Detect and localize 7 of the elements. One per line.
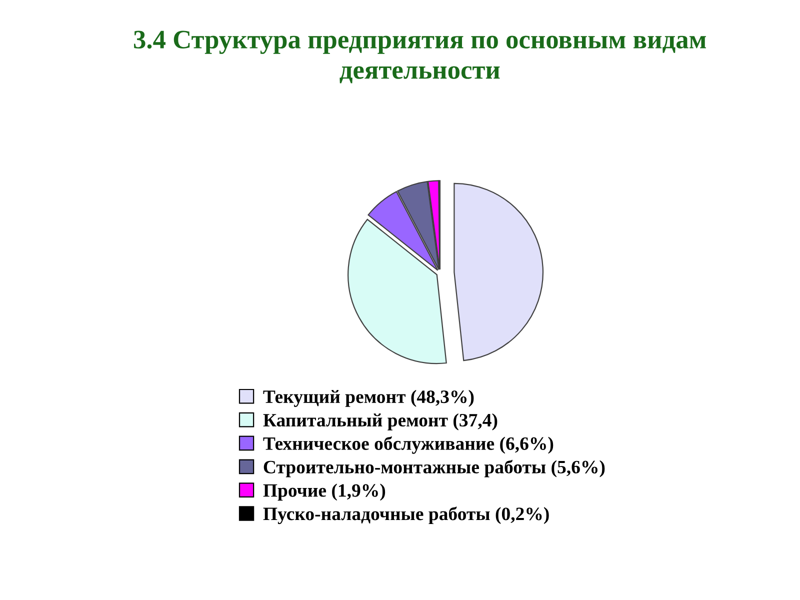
legend-label: Прочие (1,9%) bbox=[263, 484, 386, 501]
legend-label: Техническое обслуживание (6,6%) bbox=[263, 436, 554, 454]
legend-label: Строительно-монтажные работы (5,6%) bbox=[264, 460, 605, 478]
legend-label: Капитальный ремонт (37,4) bbox=[263, 413, 498, 430]
legend-label: Пуско-наладочные работы (0,2%) bbox=[263, 506, 549, 524]
chart-title: 3.4 Структура предприятия по основным видам деятельности bbox=[134, 30, 706, 84]
legend-label: Текущий ремонт (48,3%) bbox=[263, 390, 474, 407]
